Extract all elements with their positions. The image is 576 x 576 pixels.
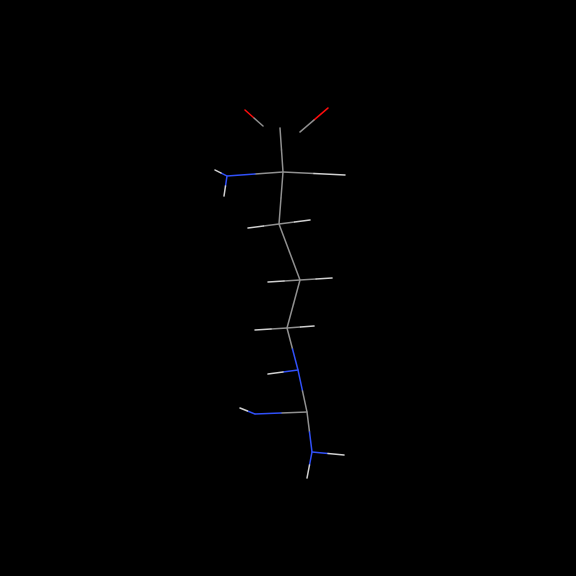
bond-segment: [281, 412, 307, 413]
bond-segment: [293, 349, 299, 370]
bond-segment: [255, 172, 283, 174]
bond-segment: [279, 222, 295, 224]
bond-segment: [224, 186, 226, 196]
bond-segment: [314, 108, 328, 120]
bond-segment: [303, 391, 308, 412]
bond-segment: [328, 454, 344, 456]
bond-segment: [271, 328, 287, 329]
bond-segment: [221, 173, 227, 176]
bond-segment: [255, 329, 271, 330]
bond-segment: [287, 328, 293, 349]
bond-segment: [245, 110, 254, 118]
bond-segment: [279, 198, 281, 224]
bond-segment: [254, 118, 263, 126]
bond-segment: [281, 172, 283, 198]
bond-segment: [282, 150, 284, 172]
bond-segment: [280, 128, 282, 150]
bond-segment: [227, 174, 255, 176]
bond-segment: [290, 252, 301, 280]
bond-segment: [226, 176, 228, 186]
bond-segment: [255, 413, 281, 414]
bond-segment: [287, 304, 294, 328]
bond-segment: [284, 280, 300, 281]
bond-segment: [268, 372, 283, 374]
bond-segment: [314, 174, 345, 176]
bond-segment: [294, 280, 301, 304]
bond-segment: [287, 327, 301, 328]
bond-segment: [307, 412, 310, 432]
bond-segment: [310, 432, 313, 452]
bond-segment: [301, 326, 315, 327]
bond-segment: [300, 279, 316, 280]
bond-segment: [240, 408, 248, 411]
bond-segment: [248, 411, 256, 414]
bond-segment: [300, 120, 314, 132]
bond-segment: [279, 224, 290, 252]
bond-segment: [283, 370, 298, 372]
bond-segment: [310, 452, 313, 465]
bond-segment: [312, 452, 328, 454]
bond-segment: [316, 278, 332, 279]
bond-segment: [264, 224, 280, 226]
bond-segment: [268, 281, 284, 282]
bond-segment: [248, 226, 264, 228]
bond-segment: [295, 220, 311, 222]
molecule-canvas: [0, 0, 576, 576]
bond-segment: [307, 465, 310, 478]
bond-segment: [283, 172, 314, 174]
bond-segment: [298, 370, 303, 391]
bond-segment: [215, 170, 221, 173]
